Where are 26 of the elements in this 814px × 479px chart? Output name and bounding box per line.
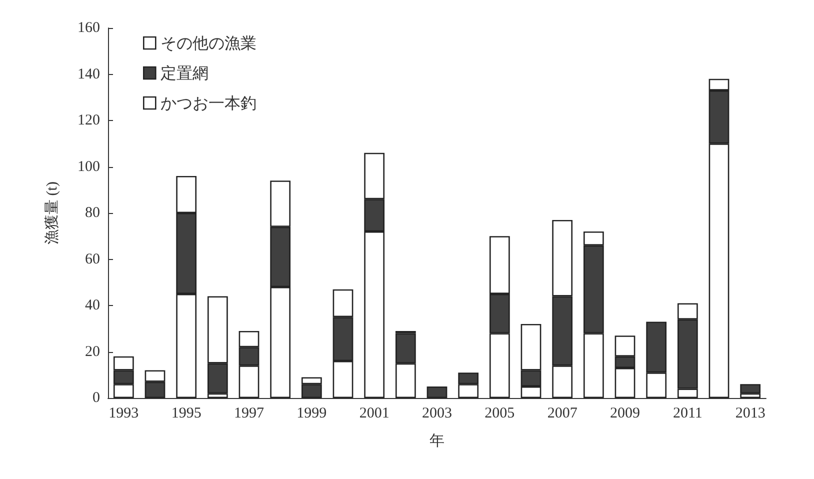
x-axis-title: 年: [430, 432, 444, 450]
y-tick-label: 20: [85, 344, 100, 360]
x-tick-label: 2003: [422, 406, 452, 422]
x-tick-label: 1997: [234, 406, 264, 422]
x-tick-label: 2011: [672, 406, 702, 422]
x-tick-label: 2007: [547, 406, 578, 422]
legend-label: 定置網: [160, 64, 209, 82]
x-tick-label: 1993: [108, 406, 139, 422]
x-tick-label: 2001: [359, 406, 390, 422]
bar: [426, 386, 448, 398]
legend-label: かつお一本釣: [160, 94, 257, 112]
y-tick-label: 100: [78, 158, 100, 175]
x-tick-label: 2005: [484, 406, 515, 422]
legend-label: その他の漁業: [160, 34, 257, 52]
y-tick-label: 40: [85, 298, 100, 314]
y-tick-label: 0: [92, 390, 100, 406]
x-tick-label: 1995: [171, 406, 202, 422]
y-tick-label: 120: [78, 112, 100, 128]
x-tick-label: 2009: [610, 406, 640, 422]
x-tick-label: 1999: [296, 406, 327, 422]
x-tick-label: 2013: [735, 406, 766, 422]
y-tick-label: 160: [78, 20, 100, 36]
y-tick-label: 140: [78, 66, 100, 82]
y-axis-title: 漁獲量 (t): [44, 182, 60, 244]
y-tick-label: 60: [85, 251, 100, 268]
y-tick-label: 80: [85, 205, 100, 221]
